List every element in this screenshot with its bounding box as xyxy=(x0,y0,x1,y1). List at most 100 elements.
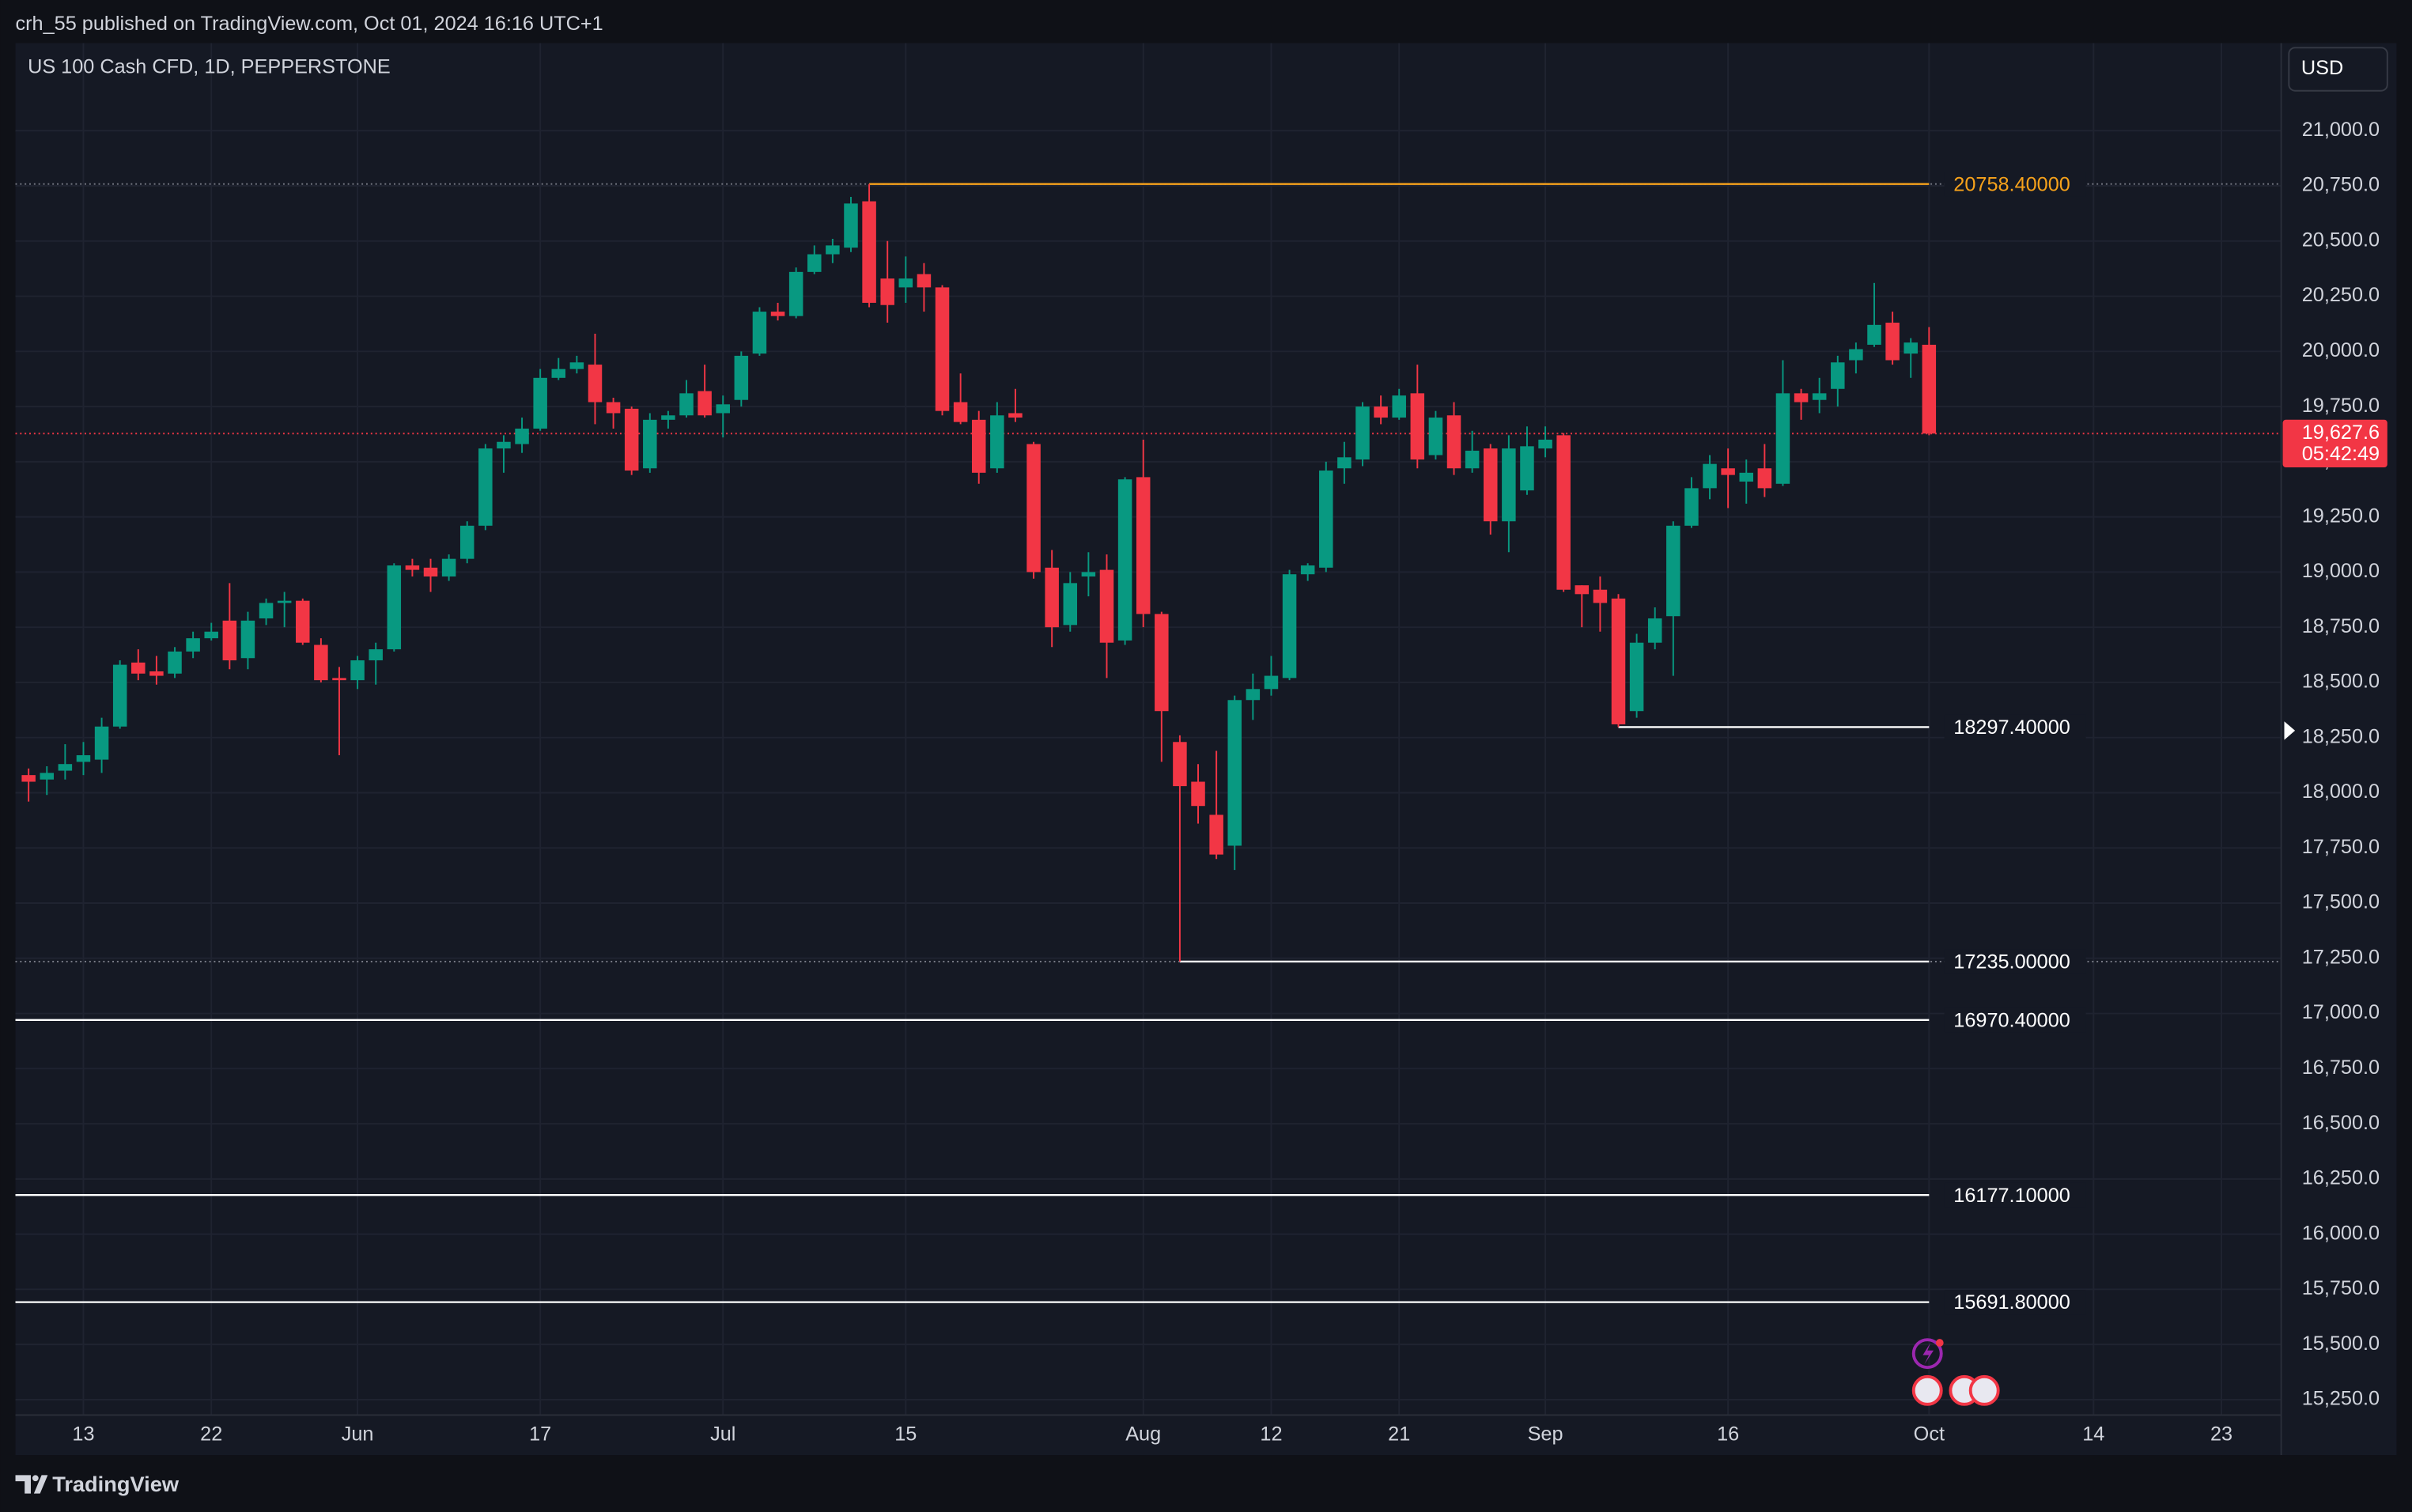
candle-body xyxy=(1191,781,1205,807)
flag-icon[interactable] xyxy=(1911,1374,1943,1406)
y-tick-label: 16,000.0 xyxy=(2302,1222,2380,1244)
candle-body xyxy=(1611,598,1626,724)
candle-body xyxy=(149,671,164,676)
candle-body xyxy=(1136,477,1151,614)
candle-body xyxy=(716,404,730,414)
x-tick-label: 16 xyxy=(1717,1423,1739,1445)
candle-body xyxy=(734,355,749,400)
y-tick-label: 16,250.0 xyxy=(2302,1167,2380,1189)
candle-body xyxy=(770,312,785,316)
candle-body xyxy=(332,678,346,681)
x-tick-label: Jul xyxy=(710,1423,735,1445)
candle-body xyxy=(990,415,1004,469)
level-label-bg xyxy=(1944,949,2086,974)
candle-body xyxy=(1355,406,1370,460)
candle-body xyxy=(94,726,109,760)
candle-body xyxy=(369,649,383,661)
candle-body xyxy=(1081,572,1096,576)
candle-body xyxy=(387,565,402,650)
x-tick-label: 23 xyxy=(2210,1423,2232,1445)
candle-body xyxy=(1246,689,1261,701)
candle-body xyxy=(1483,448,1498,522)
candle-body xyxy=(1885,323,1900,361)
last-price-label: 19,627.6 xyxy=(2302,421,2380,444)
candle-body xyxy=(1757,468,1772,489)
candle-body xyxy=(624,408,639,471)
x-tick-label: Sep xyxy=(1528,1423,1563,1445)
candle-body xyxy=(259,603,274,619)
level-label-bg xyxy=(1944,1007,2086,1033)
candle-body xyxy=(880,278,894,305)
candle-body xyxy=(497,441,511,449)
candle-body xyxy=(1045,567,1059,628)
grid-layer xyxy=(15,43,2282,1416)
event-icon-dot xyxy=(1935,1339,1944,1347)
flag-icon[interactable] xyxy=(1968,1374,2000,1406)
plot-area xyxy=(15,43,2282,1456)
candle-body xyxy=(1794,393,1809,403)
y-tick-label: 21,000.0 xyxy=(2302,119,2380,141)
candle-body xyxy=(1629,642,1644,712)
candle-body xyxy=(1684,488,1699,526)
candle-body xyxy=(459,525,474,559)
candle-body xyxy=(1849,349,1863,361)
candle-body xyxy=(222,620,237,661)
y-tick-label: 18,500.0 xyxy=(2302,671,2380,693)
candle-body xyxy=(58,764,73,771)
candle-body xyxy=(1392,395,1406,418)
scroll-marker[interactable] xyxy=(2284,721,2296,740)
candle-body xyxy=(898,278,913,288)
x-tick-label: 14 xyxy=(2082,1423,2104,1445)
candles-layer xyxy=(21,183,1937,962)
level-label-bg xyxy=(1944,1290,2086,1315)
candle-body xyxy=(935,287,950,411)
candle-body xyxy=(1410,393,1425,460)
level-label: 15691.80000 xyxy=(1953,1291,2070,1314)
candle-body xyxy=(76,755,91,762)
candle-body xyxy=(1538,439,1552,449)
candle-body xyxy=(1721,468,1735,475)
brand-name[interactable]: TradingView xyxy=(52,1472,180,1496)
candle-body xyxy=(40,773,55,780)
candle-body xyxy=(1026,444,1041,573)
candle-body xyxy=(186,638,200,652)
level-label: 20758.40000 xyxy=(1953,173,2070,195)
level-label-bg xyxy=(1944,714,2086,740)
event-icons xyxy=(1911,1338,2000,1406)
candle-body xyxy=(1117,479,1132,641)
event-icon[interactable] xyxy=(1911,1338,1943,1370)
currency-button-label[interactable]: USD xyxy=(2301,57,2343,79)
candle-body xyxy=(240,620,255,659)
candle-body xyxy=(1703,463,1717,489)
candle-body xyxy=(569,362,584,369)
candle-body xyxy=(1556,435,1571,590)
candle-body xyxy=(478,448,493,526)
candle-body xyxy=(606,402,621,414)
candle-body xyxy=(971,419,986,473)
candle-body xyxy=(1775,393,1790,484)
candle-body xyxy=(131,662,146,674)
candle-body xyxy=(1337,457,1352,469)
x-tick-label: 17 xyxy=(529,1423,551,1445)
y-tick-label: 19,250.0 xyxy=(2302,505,2380,527)
y-tick-label: 17,500.0 xyxy=(2302,891,2380,913)
currency-button-frame[interactable] xyxy=(2288,47,2388,92)
y-tick-label: 20,000.0 xyxy=(2302,339,2380,361)
x-tick-label: 15 xyxy=(894,1423,917,1445)
y-tick-label: 15,500.0 xyxy=(2302,1332,2380,1355)
currency-button[interactable]: USD xyxy=(2288,47,2388,92)
y-tick-label: 20,500.0 xyxy=(2302,229,2380,251)
candle-body xyxy=(441,558,456,576)
candle-body xyxy=(1593,589,1608,603)
candle-body xyxy=(1446,415,1461,469)
candle-body xyxy=(1008,413,1023,418)
candle-body xyxy=(551,369,566,378)
candle-body xyxy=(661,415,675,420)
candle-body xyxy=(1666,525,1680,617)
candle-body xyxy=(533,377,547,429)
candle-body xyxy=(679,393,694,416)
axis-layer: 15,250.0 15,500.0 15,750.0 16,000.0 16,250.0… xyxy=(72,119,2387,1445)
x-tick-label: 12 xyxy=(1260,1423,1282,1445)
level-label-bg xyxy=(1944,1182,2086,1208)
publish-header: crh_55 published on TradingView.com, Oct… xyxy=(16,13,603,35)
